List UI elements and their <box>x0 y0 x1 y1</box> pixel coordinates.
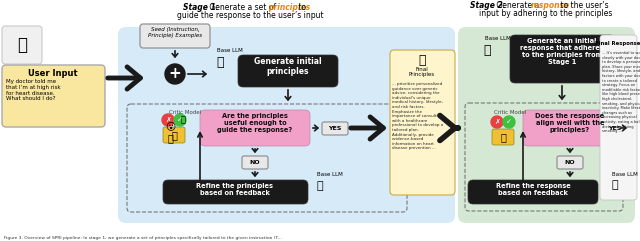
Text: Generate an initial
response that adheres
to the principles from
Stage 1: Generate an initial response that adhere… <box>520 38 604 65</box>
Text: YES: YES <box>328 126 342 131</box>
FancyBboxPatch shape <box>2 65 105 127</box>
Text: Base LLM: Base LLM <box>317 173 343 178</box>
Text: Critic Model: Critic Model <box>494 109 526 114</box>
FancyBboxPatch shape <box>492 129 514 145</box>
Text: 🤖: 🤖 <box>216 55 224 68</box>
Text: ... prioritize personalized
guidance over generic
advice, considering the
indivi: ... prioritize personalized guidance ove… <box>392 82 444 150</box>
Text: Generate a: Generate a <box>494 0 541 9</box>
Text: ✅: ✅ <box>180 115 186 125</box>
FancyBboxPatch shape <box>468 180 598 204</box>
Text: Base LLM: Base LLM <box>612 173 638 178</box>
Circle shape <box>165 64 185 84</box>
Text: 😮: 😮 <box>165 121 175 131</box>
Text: NO: NO <box>564 160 575 165</box>
Text: +: + <box>168 67 181 81</box>
Text: Critic Model: Critic Model <box>169 111 201 115</box>
Text: ✗: ✗ <box>494 119 500 125</box>
Text: Refine the response
based on feedback: Refine the response based on feedback <box>495 183 570 196</box>
Text: Generate a set of: Generate a set of <box>207 4 278 13</box>
Text: response: response <box>531 0 570 9</box>
Text: Stage 1:: Stage 1: <box>183 4 219 13</box>
FancyBboxPatch shape <box>242 156 268 169</box>
Text: ✓: ✓ <box>506 119 512 125</box>
Text: Does the response
align well with the
principles?: Does the response align well with the pr… <box>536 113 605 133</box>
Text: 🤖: 🤖 <box>317 181 323 191</box>
Text: NO: NO <box>250 160 260 165</box>
Text: Final Response: Final Response <box>595 41 640 47</box>
Text: YES: YES <box>608 126 621 131</box>
FancyBboxPatch shape <box>557 156 583 169</box>
Text: 👤: 👤 <box>17 36 27 54</box>
Circle shape <box>503 116 515 128</box>
FancyBboxPatch shape <box>390 50 455 195</box>
Text: 🤖: 🤖 <box>612 180 618 190</box>
Text: ... It's essential to work
closely with your doctor
to develop a personalized
pl: ... It's essential to work closely with … <box>602 51 640 133</box>
Text: 🤖: 🤖 <box>483 43 491 56</box>
Text: Refine the principles
based on feedback: Refine the principles based on feedback <box>196 183 273 196</box>
Text: Figure 3. Overview of SPRI pipeline: In stage 1, we generate a set of principles: Figure 3. Overview of SPRI pipeline: In … <box>4 236 282 240</box>
FancyBboxPatch shape <box>322 122 348 135</box>
Text: 🤖: 🤖 <box>167 133 173 143</box>
Text: 🤖: 🤖 <box>500 132 506 142</box>
FancyBboxPatch shape <box>2 26 42 64</box>
Text: Seed (Instruction,
Principle) Examples: Seed (Instruction, Principle) Examples <box>148 27 202 38</box>
Text: ✓: ✓ <box>177 117 183 123</box>
Text: input by adhering to the principles: input by adhering to the principles <box>479 8 612 18</box>
FancyBboxPatch shape <box>523 110 618 146</box>
Text: principles: principles <box>268 4 310 13</box>
Text: Base LLM: Base LLM <box>217 47 243 53</box>
Circle shape <box>491 116 503 128</box>
Text: to: to <box>296 4 306 13</box>
FancyBboxPatch shape <box>602 122 628 135</box>
Text: Generate initial
principles: Generate initial principles <box>254 57 322 76</box>
Text: User Input: User Input <box>28 68 78 78</box>
FancyBboxPatch shape <box>510 35 615 83</box>
Text: guide the response to the user’s input: guide the response to the user’s input <box>177 12 323 20</box>
Text: ✗: ✗ <box>165 117 171 123</box>
FancyBboxPatch shape <box>140 24 210 48</box>
Text: 📜: 📜 <box>419 54 426 67</box>
FancyBboxPatch shape <box>238 55 338 87</box>
Text: My doctor told me
that I’m at high risk
for heart disease.
What should I do?: My doctor told me that I’m at high risk … <box>6 79 61 101</box>
Circle shape <box>174 114 186 126</box>
Text: Are the principles
useful enough to
guide the response?: Are the principles useful enough to guid… <box>218 113 292 133</box>
FancyBboxPatch shape <box>118 27 455 223</box>
FancyBboxPatch shape <box>163 127 185 143</box>
Text: Final
Principles: Final Principles <box>409 67 435 77</box>
Text: Base LLM: Base LLM <box>485 35 511 40</box>
Text: 🤖: 🤖 <box>171 130 177 140</box>
FancyBboxPatch shape <box>163 180 308 204</box>
FancyBboxPatch shape <box>200 110 310 146</box>
FancyBboxPatch shape <box>600 35 637 200</box>
Circle shape <box>162 114 174 126</box>
Text: Stage 2:: Stage 2: <box>470 0 506 9</box>
FancyBboxPatch shape <box>458 27 635 223</box>
Text: to the user’s: to the user’s <box>558 0 609 9</box>
